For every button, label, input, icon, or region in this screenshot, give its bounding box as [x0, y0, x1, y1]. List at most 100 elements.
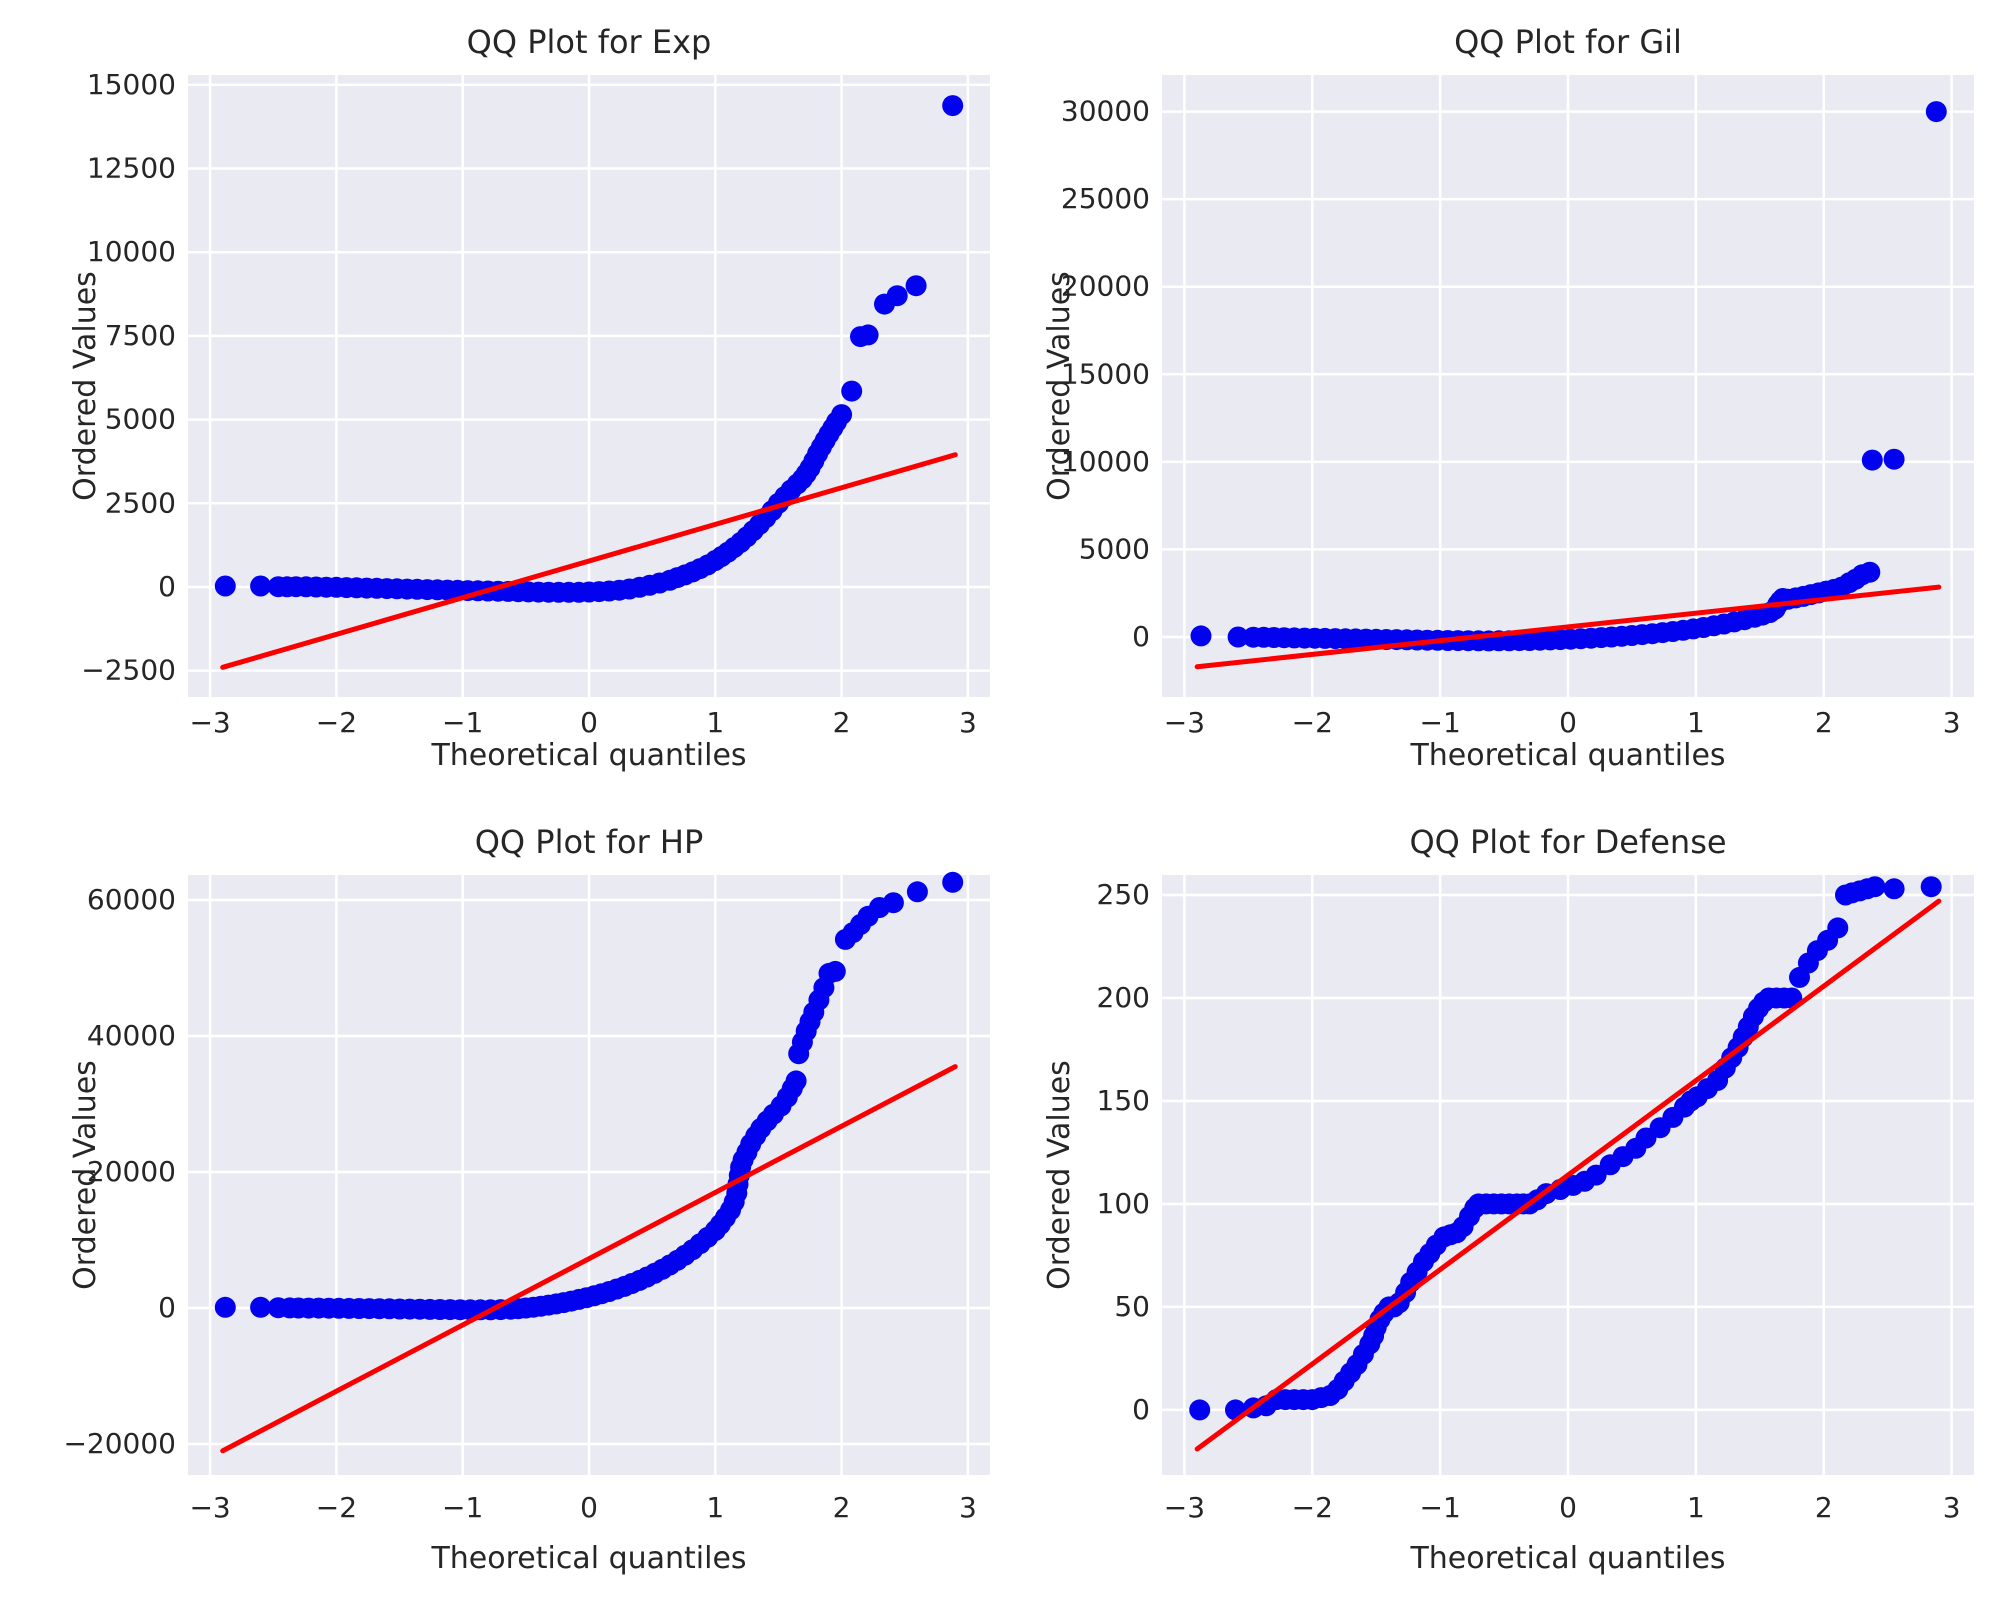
x-tick-label: −1 — [1419, 706, 1460, 739]
x-tick-label: 2 — [1815, 706, 1833, 739]
fit-line — [220, 452, 958, 670]
y-tick-label: 15000 — [87, 68, 176, 101]
subplot-gil: −3 −2 −1 0 1 2 3 0 5000 10000 15000 20000 25000 30000… — [1042, 23, 1974, 773]
plot-title: QQ Plot for Exp — [467, 23, 712, 61]
x-tick-label: 0 — [1559, 1491, 1577, 1524]
scatter-points — [214, 871, 964, 1321]
y-tick-label: 40000 — [87, 1019, 176, 1052]
data-point — [905, 275, 927, 297]
data-point — [1190, 625, 1212, 647]
y-tick-label: 60000 — [87, 883, 176, 916]
data-point — [857, 324, 879, 346]
y-tick-label: −2500 — [81, 654, 176, 687]
y-tick-label: 0 — [1132, 1393, 1150, 1426]
x-tick-label: −2 — [316, 1491, 357, 1524]
x-tick-label: 2 — [833, 706, 851, 739]
subplot-hp: −3 −2 −1 0 1 2 3 −20000 0 20000 40000 60000 QQ Plot … — [63, 823, 990, 1576]
y-tick-label: 250 — [1097, 878, 1150, 911]
data-point — [1861, 449, 1883, 471]
data-point — [882, 892, 904, 914]
subplot-defense: −3 −2 −1 0 1 2 3 0 50 100 150 200 250 QQ Plot for Def… — [1042, 823, 1974, 1576]
data-point — [250, 575, 272, 597]
x-tick-label: 2 — [1815, 1491, 1833, 1524]
data-point — [250, 1296, 272, 1318]
data-point — [1859, 561, 1881, 583]
scatter-points — [1190, 101, 1947, 652]
data-point — [831, 404, 853, 426]
grid — [188, 875, 990, 1475]
y-tick-labels: 0 50 100 150 200 250 — [1097, 878, 1150, 1426]
data-point — [214, 1296, 236, 1318]
data-point — [1189, 1399, 1211, 1421]
y-tick-label: 20000 — [87, 1155, 176, 1188]
scatter-points — [214, 95, 964, 603]
y-tick-label: 10000 — [1061, 445, 1150, 478]
data-point — [1827, 917, 1849, 939]
x-tick-label: −3 — [189, 706, 230, 739]
x-tick-labels: −3 −2 −1 0 1 2 3 — [189, 1491, 976, 1524]
plot-title: QQ Plot for HP — [475, 823, 704, 861]
data-point — [1864, 876, 1886, 898]
x-tick-label: −2 — [1292, 706, 1333, 739]
x-axis-label: Theoretical quantiles — [430, 1541, 746, 1576]
y-axis-label: Ordered Values — [1042, 271, 1077, 501]
x-axis-label: Theoretical quantiles — [430, 738, 746, 773]
y-tick-label: 5000 — [1079, 532, 1150, 565]
x-tick-label: 1 — [706, 706, 724, 739]
y-axis-label: Ordered Values — [68, 1060, 103, 1290]
y-tick-label: 5000 — [105, 403, 176, 436]
y-tick-label: 2500 — [105, 486, 176, 519]
plot-title: QQ Plot for Defense — [1409, 823, 1726, 861]
data-point — [886, 285, 908, 307]
y-axis-label: Ordered Values — [1042, 1060, 1077, 1290]
x-tick-label: 3 — [1943, 706, 1961, 739]
fit-line — [1194, 584, 1942, 670]
x-tick-label: 1 — [1687, 1491, 1705, 1524]
data-point — [1227, 626, 1249, 648]
x-tick-label: −3 — [1164, 706, 1205, 739]
y-tick-label: 50 — [1114, 1290, 1150, 1323]
x-tick-labels: −3 −2 −1 0 1 2 3 — [1164, 1491, 1961, 1524]
y-tick-label: 7500 — [105, 319, 176, 352]
x-tick-label: −1 — [442, 706, 483, 739]
x-tick-label: 3 — [1943, 1491, 1961, 1524]
subplot-exp: −3 −2 −1 0 1 2 3 −2500 0 2500 5000 7500 10000 12500 15… — [68, 23, 990, 773]
y-tick-label: 100 — [1097, 1187, 1150, 1220]
x-tick-label: −1 — [1419, 1491, 1460, 1524]
y-tick-label: −20000 — [63, 1427, 176, 1460]
fit-line — [1194, 898, 1942, 1452]
y-tick-labels: −2500 0 2500 5000 7500 10000 12500 15000 — [81, 68, 176, 687]
x-tick-label: 0 — [580, 706, 598, 739]
y-tick-label: 0 — [158, 570, 176, 603]
x-tick-label: 3 — [959, 706, 977, 739]
x-tick-label: 1 — [706, 1491, 724, 1524]
x-tick-label: −3 — [1164, 1491, 1205, 1524]
y-tick-label: 30000 — [1061, 95, 1150, 128]
data-point — [1920, 876, 1942, 898]
y-tick-labels: 0 5000 10000 15000 20000 25000 30000 — [1061, 95, 1150, 653]
data-point — [906, 881, 928, 903]
x-tick-label: 1 — [1687, 706, 1705, 739]
y-tick-label: 0 — [158, 1291, 176, 1324]
x-tick-label: 3 — [959, 1491, 977, 1524]
x-tick-label: 0 — [580, 1491, 598, 1524]
x-tick-labels: −3 −2 −1 0 1 2 3 — [189, 706, 976, 739]
x-axis-label: Theoretical quantiles — [1409, 1541, 1725, 1576]
y-tick-label: 20000 — [1061, 270, 1150, 303]
x-tick-label: −2 — [1292, 1491, 1333, 1524]
y-tick-label: 15000 — [1061, 357, 1150, 390]
y-tick-label: 12500 — [87, 152, 176, 185]
x-tick-labels: −3 −2 −1 0 1 2 3 — [1164, 706, 1961, 739]
data-point — [214, 575, 236, 597]
y-tick-label: 200 — [1097, 981, 1150, 1014]
data-point — [785, 1070, 807, 1092]
y-axis-label: Ordered Values — [68, 271, 103, 501]
data-point — [841, 380, 863, 402]
y-tick-label: 0 — [1132, 620, 1150, 653]
x-axis-label: Theoretical quantiles — [1409, 738, 1725, 773]
x-tick-label: −3 — [189, 1491, 230, 1524]
fit-line — [220, 1064, 958, 1454]
plot-title: QQ Plot for Gil — [1454, 23, 1682, 61]
y-tick-labels: −20000 0 20000 40000 60000 — [63, 883, 176, 1460]
